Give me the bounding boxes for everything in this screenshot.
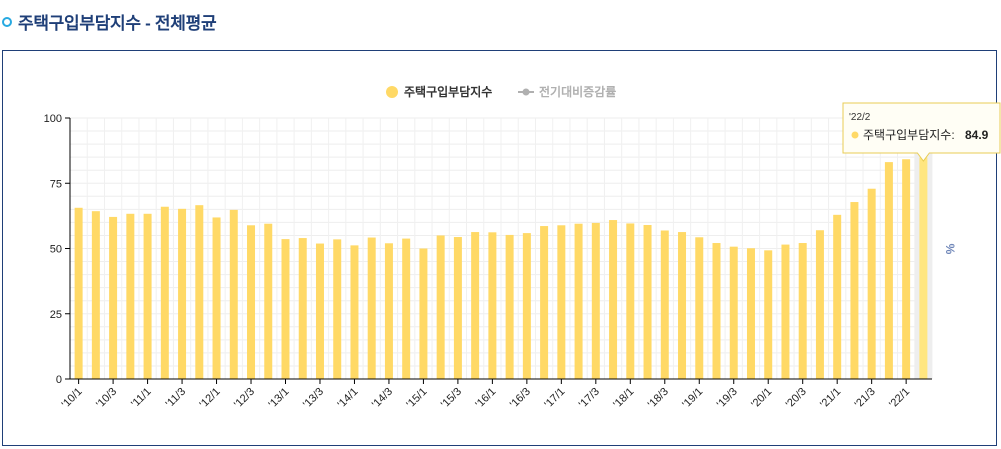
bar[interactable] xyxy=(729,246,738,379)
bar[interactable] xyxy=(453,237,462,379)
x-tick-label: '13/1 xyxy=(267,386,292,411)
x-tick-label: '20/1 xyxy=(749,386,774,411)
bar[interactable] xyxy=(91,211,100,379)
bar[interactable] xyxy=(178,208,187,379)
bar[interactable] xyxy=(315,243,324,379)
x-tick-label: '18/3 xyxy=(646,386,671,411)
x-tick-label: '11/1 xyxy=(129,386,154,411)
x-tick-label: '19/3 xyxy=(715,386,740,411)
x-tick-label: '22/1 xyxy=(887,386,912,411)
page-header: 주택구입부담지수 - 전체평균 xyxy=(2,8,217,34)
y-tick-label: 0 xyxy=(56,374,62,386)
x-tick-label: '10/1 xyxy=(60,386,85,411)
bar[interactable] xyxy=(678,232,687,379)
bar[interactable] xyxy=(402,238,411,379)
page-title: 주택구입부담지수 - 전체평균 xyxy=(18,13,217,33)
bar[interactable] xyxy=(660,230,669,379)
x-tick-label: '16/3 xyxy=(508,386,533,411)
x-tick-label: '17/1 xyxy=(542,386,567,411)
legend-marker-icon xyxy=(386,86,398,98)
bar[interactable] xyxy=(833,214,842,379)
x-tick-label: '21/1 xyxy=(818,386,843,411)
bullet-icon xyxy=(2,17,12,27)
bar[interactable] xyxy=(229,209,238,379)
bar[interactable] xyxy=(195,205,204,379)
tooltip-box xyxy=(842,102,1001,162)
tooltip-value: 84.9 xyxy=(965,128,989,142)
x-tick-label: '15/1 xyxy=(404,386,429,411)
bar[interactable] xyxy=(264,223,273,379)
tooltip-series-name: 주택구입부담지수: xyxy=(863,128,955,142)
bar[interactable] xyxy=(919,157,928,379)
x-tick-label: '15/3 xyxy=(439,386,464,411)
tooltip-marker-icon xyxy=(851,131,859,139)
x-tick-label: '21/3 xyxy=(853,386,878,411)
bar[interactable] xyxy=(695,237,704,379)
bar[interactable] xyxy=(764,250,773,379)
x-tick-label: '10/3 xyxy=(94,386,119,411)
y-axis-title: % xyxy=(943,244,957,255)
legend-item-label[interactable]: 전기대비증감률 xyxy=(539,84,616,99)
tooltip-category: '22/2 xyxy=(849,112,871,123)
bar[interactable] xyxy=(471,232,480,379)
x-tick-label: '14/3 xyxy=(370,386,395,411)
bar[interactable] xyxy=(109,216,118,379)
x-tick-label: '20/3 xyxy=(784,386,809,411)
bar[interactable] xyxy=(488,232,497,379)
bar[interactable] xyxy=(367,237,376,379)
bar[interactable] xyxy=(350,245,359,379)
x-tick-label: '12/3 xyxy=(232,386,257,411)
bar[interactable] xyxy=(126,213,135,379)
y-tick-label: 75 xyxy=(50,178,62,190)
bar[interactable] xyxy=(643,225,652,379)
bar[interactable] xyxy=(626,223,635,379)
x-tick-label: '13/3 xyxy=(301,386,326,411)
bar[interactable] xyxy=(522,233,531,379)
bar[interactable] xyxy=(298,238,307,379)
legend-item-label[interactable]: 주택구입부담지수 xyxy=(404,84,492,99)
bar[interactable] xyxy=(212,217,221,379)
bar[interactable] xyxy=(591,222,600,379)
bar[interactable] xyxy=(160,206,169,379)
bar[interactable] xyxy=(815,230,824,379)
bar[interactable] xyxy=(798,243,807,379)
y-tick-label: 50 xyxy=(50,244,62,256)
bar[interactable] xyxy=(540,226,549,379)
bar[interactable] xyxy=(574,223,583,379)
bar[interactable] xyxy=(746,248,755,379)
bar[interactable] xyxy=(436,235,445,379)
bar[interactable] xyxy=(333,239,342,379)
bar[interactable] xyxy=(505,234,514,379)
bar[interactable] xyxy=(74,207,83,379)
bar[interactable] xyxy=(419,248,428,380)
bar[interactable] xyxy=(781,244,790,379)
x-tick-label: '12/1 xyxy=(198,386,223,411)
x-tick-label: '19/1 xyxy=(680,386,705,411)
x-tick-label: '14/1 xyxy=(335,386,360,411)
x-tick-label: '17/3 xyxy=(577,386,602,411)
bar[interactable] xyxy=(902,159,911,379)
bar[interactable] xyxy=(884,162,893,379)
bar[interactable] xyxy=(609,220,618,379)
x-tick-label: '18/1 xyxy=(611,386,636,411)
y-tick-label: 100 xyxy=(44,113,62,125)
bar[interactable] xyxy=(281,239,290,379)
y-tick-label: 25 xyxy=(50,309,62,321)
bar[interactable] xyxy=(143,213,152,379)
bar[interactable] xyxy=(384,243,393,379)
x-tick-label: '16/1 xyxy=(473,386,498,411)
x-tick-label: '11/3 xyxy=(164,386,189,411)
bar[interactable] xyxy=(867,188,876,379)
legend-marker-icon xyxy=(522,88,530,96)
bar[interactable] xyxy=(850,202,859,379)
bar[interactable] xyxy=(557,225,566,379)
bar[interactable] xyxy=(247,225,256,379)
bar[interactable] xyxy=(712,243,721,379)
